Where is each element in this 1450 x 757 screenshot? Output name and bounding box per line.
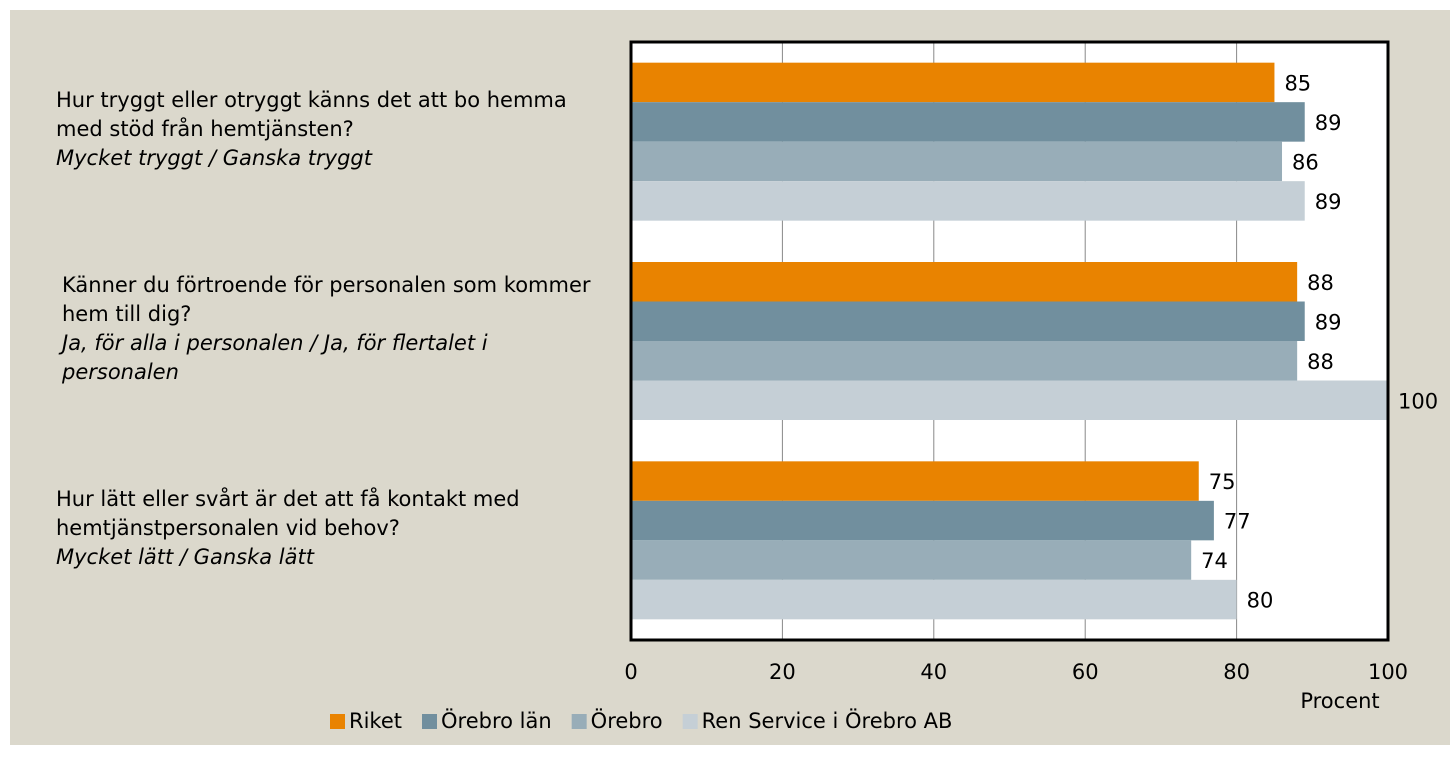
value-label: 89 xyxy=(1315,310,1342,334)
x-tick-label: 100 xyxy=(1368,660,1408,684)
legend-swatch xyxy=(422,714,437,729)
legend-swatch xyxy=(330,714,345,729)
question: Hur lätt eller svårt är det att få konta… xyxy=(56,486,520,540)
value-label: 77 xyxy=(1224,510,1251,534)
legend-swatch xyxy=(682,714,698,729)
bar xyxy=(631,62,1275,103)
value-label: 85 xyxy=(1284,71,1311,95)
x-axis-label: Procent xyxy=(1300,689,1379,713)
bar xyxy=(631,380,1388,420)
bar xyxy=(631,540,1192,580)
value-label: 75 xyxy=(1209,470,1236,494)
value-label: 100 xyxy=(1398,389,1438,413)
value-label: 80 xyxy=(1247,589,1274,613)
x-tick-label: 0 xyxy=(624,660,637,684)
value-label: 89 xyxy=(1315,190,1342,214)
answer-note: Mycket tryggt / Ganska tryggt xyxy=(56,146,372,171)
bar xyxy=(631,461,1199,501)
bar xyxy=(631,500,1214,541)
bar xyxy=(631,301,1305,341)
legend-swatch xyxy=(571,714,587,729)
value-label: 74 xyxy=(1201,549,1228,573)
value-label: 86 xyxy=(1292,150,1319,174)
answer-note: Mycket lätt / Ganska lätt xyxy=(56,544,314,569)
legend-label: Örebro län xyxy=(441,708,552,733)
legend-label: Örebro xyxy=(591,708,663,733)
bar xyxy=(631,262,1298,302)
bar xyxy=(631,341,1298,381)
question: Hur tryggt eller otryggt känns det att b… xyxy=(56,88,567,142)
bar xyxy=(631,102,1305,142)
legend-label: Ren Service i Örebro AB xyxy=(702,708,953,733)
value-label: 88 xyxy=(1307,271,1334,295)
answer-note: Ja, för alla i personalen / Ja, för fler… xyxy=(62,331,488,384)
x-tick-label: 40 xyxy=(920,660,947,684)
value-label: 88 xyxy=(1307,350,1334,374)
x-tick-label: 20 xyxy=(769,660,796,684)
bar xyxy=(631,141,1283,182)
value-label: 89 xyxy=(1315,111,1342,135)
category-label: Hur lätt eller svårt är det att få konta… xyxy=(56,485,600,572)
bar xyxy=(631,181,1305,221)
legend-label: Riket xyxy=(349,709,402,733)
bar xyxy=(631,579,1237,620)
plot-border xyxy=(629,40,1390,642)
x-tick-label: 80 xyxy=(1223,660,1250,684)
category-label: Hur tryggt eller otryggt känns det att b… xyxy=(56,86,600,173)
x-tick-label: 60 xyxy=(1072,660,1099,684)
question: Känner du förtroende för personalen som … xyxy=(62,273,591,326)
category-label: Känner du förtroende för personalen som … xyxy=(62,271,600,387)
